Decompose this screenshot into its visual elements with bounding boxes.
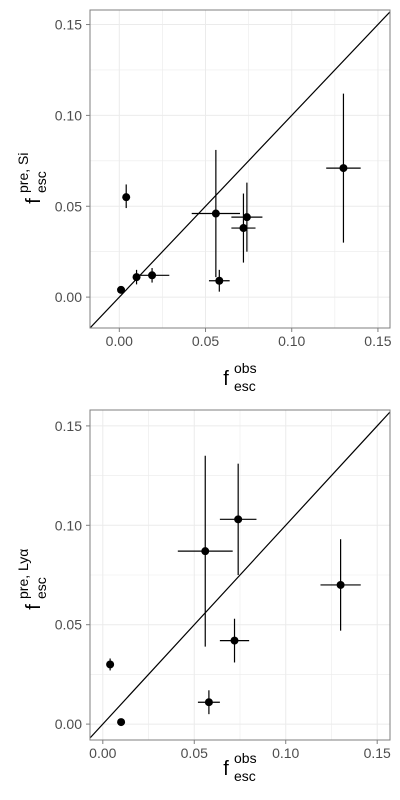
- point-marker: [211, 209, 220, 218]
- data-point-8: [231, 182, 263, 252]
- y-axis-label-sup: pre, Si: [15, 153, 31, 193]
- data-point-5: [191, 149, 240, 278]
- data-point-6: [208, 269, 230, 292]
- grid-panel-1: [90, 10, 390, 328]
- y-axis-label-base: f: [23, 604, 45, 610]
- x-tick-label: 0.10: [272, 745, 299, 761]
- y-tick-label: 0.10: [55, 517, 82, 533]
- data-point-3: [197, 690, 220, 715]
- data-point-2: [122, 184, 131, 209]
- point-marker: [230, 636, 239, 645]
- point-marker: [215, 276, 224, 285]
- x-tick-label: 0.00: [106, 333, 133, 349]
- point-marker: [122, 193, 131, 202]
- data-point-5: [219, 463, 257, 575]
- data-point-7: [231, 193, 256, 263]
- y-tick-label: 0.10: [55, 107, 82, 123]
- y-tick-label: 0.00: [55, 716, 82, 732]
- x-tick-label: 0.15: [364, 745, 391, 761]
- point-marker: [339, 164, 348, 173]
- panel-border: [89, 9, 391, 329]
- panel-2: 0.00 0.05 0.10 0.150.000.050.100.15f obsescf…: [15, 409, 391, 784]
- point-marker: [132, 273, 141, 282]
- x-tick-label: 0.10: [278, 333, 305, 349]
- point-marker: [204, 698, 213, 707]
- y-axis-label-sub: esc: [33, 171, 49, 193]
- point-marker: [239, 224, 248, 233]
- x-axis-label-sup: obs: [234, 750, 257, 766]
- x-tick-label: 0.15: [364, 333, 391, 349]
- x-axis-label-sub: esc: [234, 768, 256, 784]
- point-marker: [336, 580, 345, 589]
- y-axis-label-sup: pre, Lyα: [15, 549, 31, 599]
- point-marker: [242, 213, 251, 222]
- x-axis-label-sub: esc: [234, 378, 256, 394]
- x-axis-label-base: f: [223, 758, 229, 780]
- point-marker: [117, 718, 126, 727]
- y-axis-label-sub: esc: [33, 577, 49, 599]
- point-marker: [234, 515, 243, 524]
- data-point-7: [320, 539, 361, 631]
- point-marker: [148, 271, 157, 280]
- data-point-4: [177, 455, 233, 647]
- data-point-4: [134, 268, 170, 283]
- point-marker: [201, 547, 210, 556]
- y-tick-label: 0.05: [55, 617, 82, 633]
- y-tick-label: 0.15: [55, 17, 82, 33]
- point-marker: [117, 285, 126, 294]
- y-axis-label-base: f: [23, 198, 45, 204]
- data-point-1: [106, 658, 115, 671]
- x-axis-label-base: f: [223, 368, 229, 390]
- panel-border: [89, 409, 391, 741]
- y-tick-label: 0.15: [55, 418, 82, 434]
- data-point-9: [326, 93, 361, 243]
- identity-line: [90, 411, 390, 739]
- data-point-2: [117, 718, 126, 727]
- x-axis-label: f obs esc: [223, 750, 256, 784]
- x-tick-label: 0.05: [181, 745, 208, 761]
- x-tick-label: 0.00: [89, 745, 116, 761]
- x-axis-label: f obs esc: [223, 360, 256, 394]
- data-point-1: [117, 285, 126, 294]
- y-tick-label: 0.05: [55, 198, 82, 214]
- x-tick-label: 0.05: [192, 333, 219, 349]
- y-axis-label: f pre, Lyα esc: [15, 549, 49, 610]
- x-axis-label-sup: obs: [234, 360, 257, 376]
- data-point-6: [219, 618, 250, 663]
- y-tick-label: 0.00: [55, 289, 82, 305]
- panel-1: 0.00 0.05 0.10 0.150.000.050.100.15f obsescf…: [15, 9, 392, 394]
- y-axis-label: f pre, Si esc: [15, 153, 49, 204]
- point-marker: [106, 660, 115, 669]
